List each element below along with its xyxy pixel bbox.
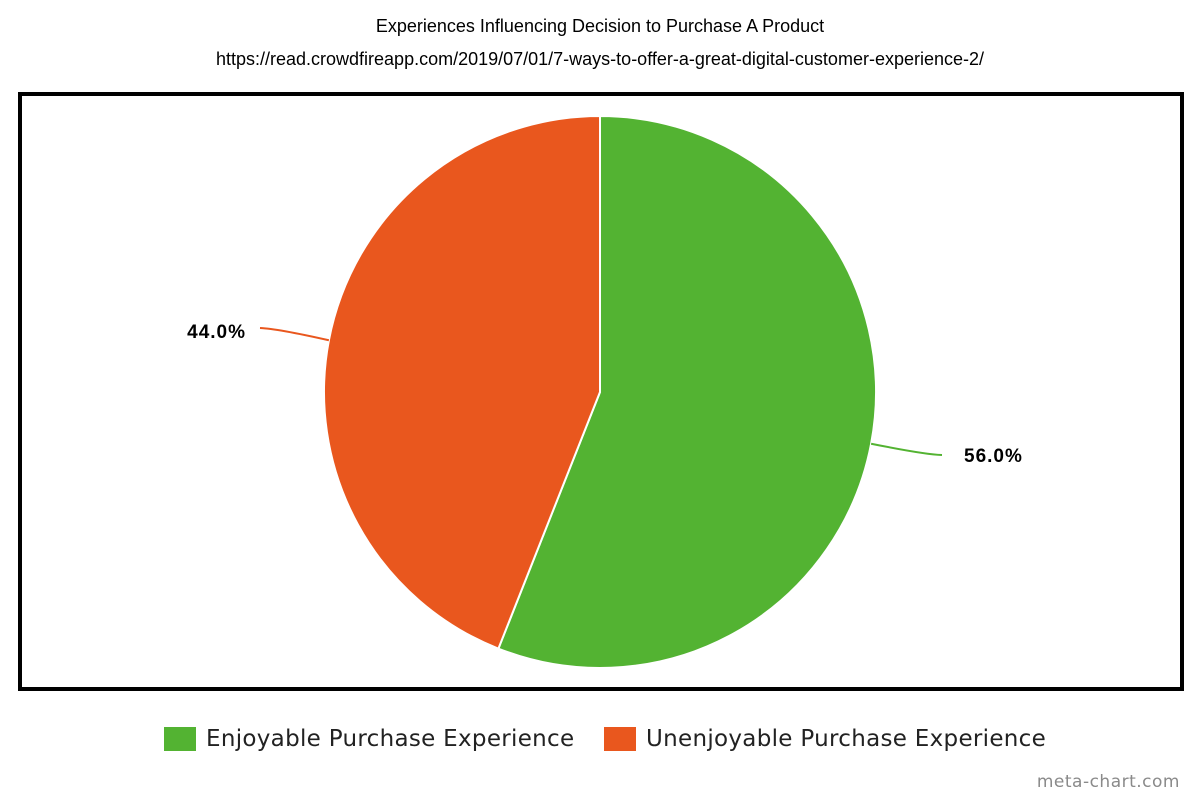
pie-slice-0[interactable] xyxy=(497,114,877,669)
legend-label-enjoyable: Enjoyable Purchase Experience xyxy=(206,726,575,752)
leader-line-1 xyxy=(259,327,330,342)
pie-chart: 56.0% 44.0% xyxy=(187,114,1023,669)
legend-item-unenjoyable[interactable]: Unenjoyable Purchase Experience xyxy=(604,722,1046,756)
legend-swatch-enjoyable xyxy=(164,727,196,751)
chart-title: Experiences Influencing Decision to Purc… xyxy=(375,16,825,36)
legend-item-enjoyable[interactable]: Enjoyable Purchase Experience xyxy=(164,722,574,756)
legend-label-unenjoyable: Unenjoyable Purchase Experience xyxy=(646,726,1047,752)
legend-swatch-unenjoyable xyxy=(604,727,636,751)
data-label-1: 44.0% xyxy=(187,322,246,343)
pie-slice-1[interactable] xyxy=(323,114,601,650)
data-label-0: 56.0% xyxy=(964,446,1023,467)
plot-area: 56.0% 44.0% xyxy=(18,92,1184,691)
legend: Enjoyable Purchase Experience Unenjoyabl… xyxy=(0,722,1200,756)
leader-line-0 xyxy=(870,442,943,456)
chart-subtitle: https://read.crowdfireapp.com/2019/07/01… xyxy=(215,49,985,69)
watermark: meta-chart.com xyxy=(1036,772,1180,792)
